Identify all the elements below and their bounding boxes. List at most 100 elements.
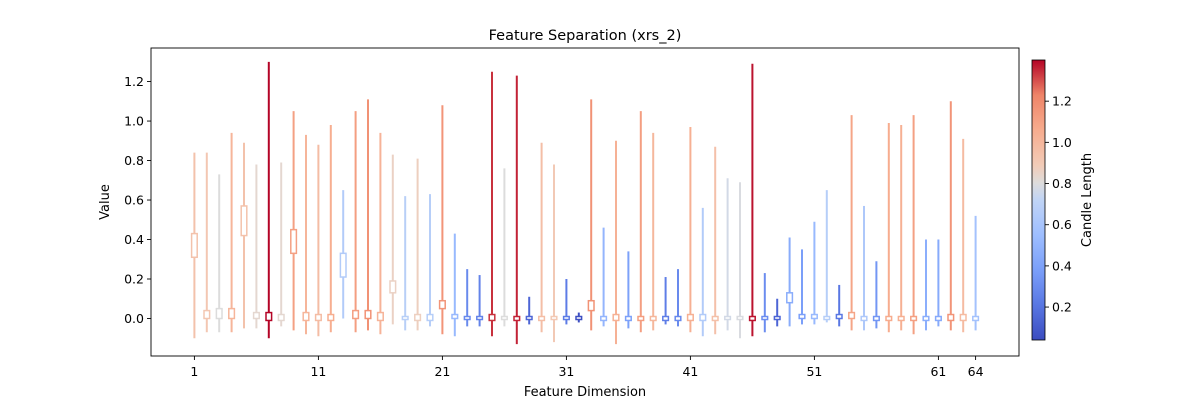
- candle-body: [575, 315, 583, 321]
- candle-8: [277, 162, 285, 327]
- candle-24: [476, 275, 484, 327]
- candle-9: [290, 111, 298, 331]
- candle-1: [190, 152, 198, 339]
- candle-59: [910, 115, 918, 335]
- candle-56: [872, 261, 880, 329]
- y-tick-label: 0.8: [124, 153, 144, 168]
- x-tick-label: 41: [682, 364, 698, 379]
- candle-37: [637, 111, 645, 333]
- candle-16: [376, 132, 384, 335]
- candle-43: [711, 146, 719, 335]
- candle-body: [500, 315, 508, 321]
- candle-33: [587, 99, 595, 331]
- x-axis: 1 11 21 31 41 51 61 64: [190, 356, 984, 379]
- candle-25: [488, 71, 496, 337]
- candle-52: [823, 190, 831, 323]
- x-tick-label: 51: [806, 364, 822, 379]
- candle-body: [748, 315, 756, 322]
- candle-60: [922, 239, 930, 331]
- candle-body: [215, 307, 223, 320]
- candle-body: [624, 315, 632, 322]
- candle-body: [761, 315, 769, 321]
- candle-body: [364, 309, 372, 320]
- candle-body: [277, 313, 285, 322]
- candle-23: [463, 269, 471, 327]
- candle-7: [265, 61, 273, 339]
- y-tick-label: 0.2: [124, 272, 144, 287]
- candle-body: [798, 313, 806, 320]
- candle-48: [773, 298, 781, 327]
- candle-body: [414, 313, 422, 322]
- candle-body: [872, 315, 880, 322]
- colorbar: [1031, 59, 1046, 341]
- candle-body: [203, 309, 211, 320]
- candle-body: [339, 252, 347, 278]
- candle-44: [724, 178, 732, 331]
- candle-40: [674, 269, 682, 327]
- candle-47: [761, 273, 769, 333]
- candle-body: [290, 228, 298, 255]
- candle-body: [476, 315, 484, 321]
- candle-body: [302, 311, 310, 322]
- candle-body: [376, 311, 384, 322]
- candle-body: [252, 311, 260, 320]
- colorbar-tick-label: 0.6: [1052, 217, 1072, 232]
- candle-body: [686, 313, 694, 322]
- x-tick-label: 64: [968, 364, 984, 379]
- candle-body: [401, 315, 409, 321]
- candle-53: [835, 284, 843, 327]
- candle-45: [736, 182, 744, 339]
- candle-body: [823, 315, 831, 321]
- candle-29: [538, 142, 546, 333]
- candle-body: [463, 315, 471, 321]
- candle-22: [451, 233, 459, 337]
- x-tick-label: 11: [310, 364, 326, 379]
- y-tick-label: 1.2: [124, 74, 144, 89]
- candle-54: [848, 115, 856, 331]
- candle-27: [513, 75, 521, 345]
- chart-title: Feature Separation (xrs_2): [489, 28, 682, 44]
- candle-body: [550, 315, 558, 321]
- candle-10: [302, 134, 310, 335]
- candle-body: [885, 315, 893, 322]
- candle-57: [885, 123, 893, 333]
- candle-2: [203, 152, 211, 333]
- candle-body: [711, 315, 719, 322]
- x-axis-label: Feature Dimension: [524, 385, 646, 400]
- candle-14: [352, 111, 360, 333]
- colorbar-tick-label: 1.0: [1052, 135, 1072, 150]
- candle-body: [674, 315, 682, 322]
- candle-31: [562, 279, 570, 325]
- x-tick-label: 61: [930, 364, 946, 379]
- y-tick-label: 0.6: [124, 193, 144, 208]
- candle-body: [228, 307, 236, 320]
- candle-body: [773, 315, 781, 321]
- candle-64: [972, 215, 980, 331]
- candle-32: [575, 312, 583, 323]
- y-tick-label: 0.0: [124, 311, 144, 326]
- candle-body: [525, 315, 533, 321]
- candle-body: [314, 313, 322, 322]
- x-tick-label: 31: [558, 364, 574, 379]
- candle-50: [798, 249, 806, 325]
- candle-17: [389, 154, 397, 325]
- candle-body: [934, 315, 942, 322]
- candle-4: [228, 132, 236, 333]
- candle-body: [724, 315, 732, 321]
- candle-body: [240, 205, 248, 237]
- candle-21: [438, 105, 446, 335]
- candle-36: [624, 251, 632, 329]
- candle-body: [587, 299, 595, 312]
- candle-body: [327, 313, 335, 322]
- candle-55: [860, 205, 868, 331]
- candle-20: [426, 194, 434, 327]
- y-tick-label: 1.0: [124, 114, 144, 129]
- candle-46: [748, 63, 756, 337]
- candle-body: [265, 311, 273, 322]
- candle-body: [600, 315, 608, 322]
- colorbar-axis: 0.2 0.4 0.6 0.8 1.0 1.2: [1045, 94, 1072, 315]
- candle-26: [500, 168, 508, 327]
- candle-body: [699, 313, 707, 322]
